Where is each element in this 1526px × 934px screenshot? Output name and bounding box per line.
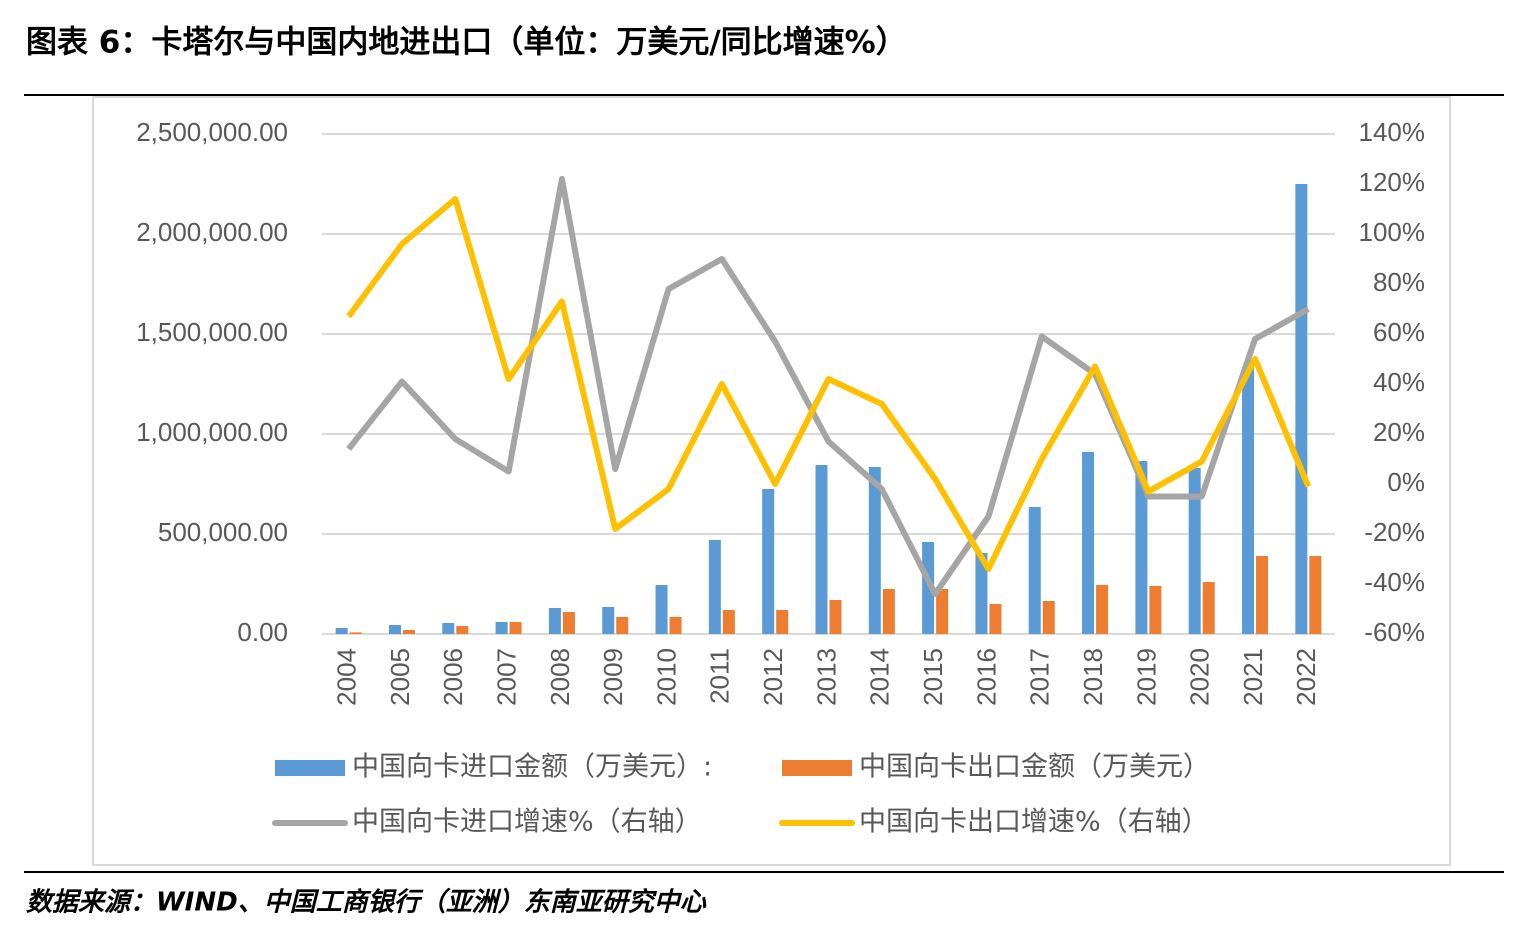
bar <box>655 585 668 634</box>
y-tick-label: 1,500,000.00 <box>136 317 288 347</box>
x-tick-label: 2011 <box>705 648 735 704</box>
x-tick-label: 2016 <box>971 648 1001 706</box>
bar <box>669 617 682 634</box>
y2-tick-label: 20% <box>1373 417 1425 447</box>
x-tick-label: 2008 <box>545 648 575 706</box>
source: 数据来源：WIND、中国工商银行（亚洲）东南亚研究中心 <box>26 888 707 918</box>
legend-swatch <box>782 760 852 776</box>
y2-tick-label: 60% <box>1373 317 1425 347</box>
x-tick-label: 2020 <box>1185 648 1215 706</box>
bar <box>776 610 789 634</box>
bar <box>722 610 735 634</box>
chart-frame <box>92 96 1451 866</box>
y2-tick-label: 120% <box>1359 167 1426 197</box>
bar <box>975 553 988 634</box>
bar <box>335 628 348 634</box>
y-tick-label: 0.00 <box>237 617 288 647</box>
bar <box>548 608 561 634</box>
y2-tick-label: 0% <box>1387 467 1425 497</box>
x-tick-label: 2022 <box>1291 648 1321 706</box>
y-tick-label: 2,000,000.00 <box>136 217 288 247</box>
bar <box>1149 586 1162 634</box>
bar <box>602 607 615 634</box>
bar <box>936 589 949 634</box>
legend-swatch <box>275 760 345 776</box>
bar <box>1202 582 1215 634</box>
bar <box>1295 184 1308 634</box>
bar <box>456 626 469 634</box>
bar <box>829 600 842 634</box>
bar <box>1309 556 1322 634</box>
bar <box>1135 461 1148 634</box>
bar <box>922 542 935 634</box>
bar <box>882 589 895 634</box>
x-tick-label: 2021 <box>1238 648 1268 706</box>
y2-tick-label: -40% <box>1364 567 1425 597</box>
bar <box>402 630 415 634</box>
bar <box>616 617 629 634</box>
x-tick-label: 2015 <box>918 648 948 706</box>
bar <box>388 625 401 634</box>
y2-tick-label: 80% <box>1373 267 1425 297</box>
bar <box>708 540 721 634</box>
x-tick-label: 2005 <box>385 648 415 706</box>
x-tick-label: 2014 <box>865 648 895 706</box>
bar <box>762 489 775 634</box>
x-tick-label: 2010 <box>651 648 681 706</box>
y2-tick-label: 100% <box>1359 217 1426 247</box>
bar <box>868 467 881 634</box>
legend-label: 中国向卡出口金额（万美元） <box>859 752 1210 783</box>
bar <box>1082 452 1095 634</box>
x-tick-label: 2006 <box>438 648 468 706</box>
x-tick-label: 2019 <box>1131 648 1161 706</box>
y-tick-label: 500,000.00 <box>158 517 288 547</box>
x-tick-label: 2012 <box>758 648 788 706</box>
y2-tick-label: 40% <box>1373 367 1425 397</box>
x-tick-label: 2004 <box>332 648 362 706</box>
y-tick-label: 1,000,000.00 <box>136 417 288 447</box>
y2-tick-label: 140% <box>1359 117 1426 147</box>
x-tick-label: 2013 <box>811 648 841 706</box>
bar <box>989 604 1002 634</box>
line <box>346 196 1312 572</box>
x-tick-label: 2018 <box>1078 648 1108 706</box>
x-tick-label: 2009 <box>598 648 628 706</box>
y2-tick-label: -20% <box>1364 517 1425 547</box>
bar <box>1042 601 1055 634</box>
x-tick-label: 2017 <box>1025 648 1055 706</box>
legend-label: 中国向卡进口增速%（右轴） <box>352 807 702 838</box>
bar <box>562 612 575 634</box>
bar <box>442 623 455 634</box>
bar <box>1028 507 1041 634</box>
bar <box>1096 585 1109 634</box>
page-title: 图表 6：卡塔尔与中国内地进出口（单位：万美元/同比增速%） <box>26 25 907 61</box>
legend-label: 中国向卡出口增速%（右轴） <box>859 807 1209 838</box>
bar <box>1188 468 1201 634</box>
bar <box>349 632 362 634</box>
bar <box>815 465 828 634</box>
bar <box>1256 556 1269 634</box>
bar <box>1242 368 1255 634</box>
line <box>346 176 1310 597</box>
y-tick-label: 2,500,000.00 <box>136 117 288 147</box>
y2-tick-label: -60% <box>1364 617 1425 647</box>
bar <box>495 622 508 634</box>
legend-label: 中国向卡进口金额（万美元）: <box>352 752 712 783</box>
x-tick-label: 2007 <box>491 648 521 706</box>
bar <box>509 622 522 634</box>
